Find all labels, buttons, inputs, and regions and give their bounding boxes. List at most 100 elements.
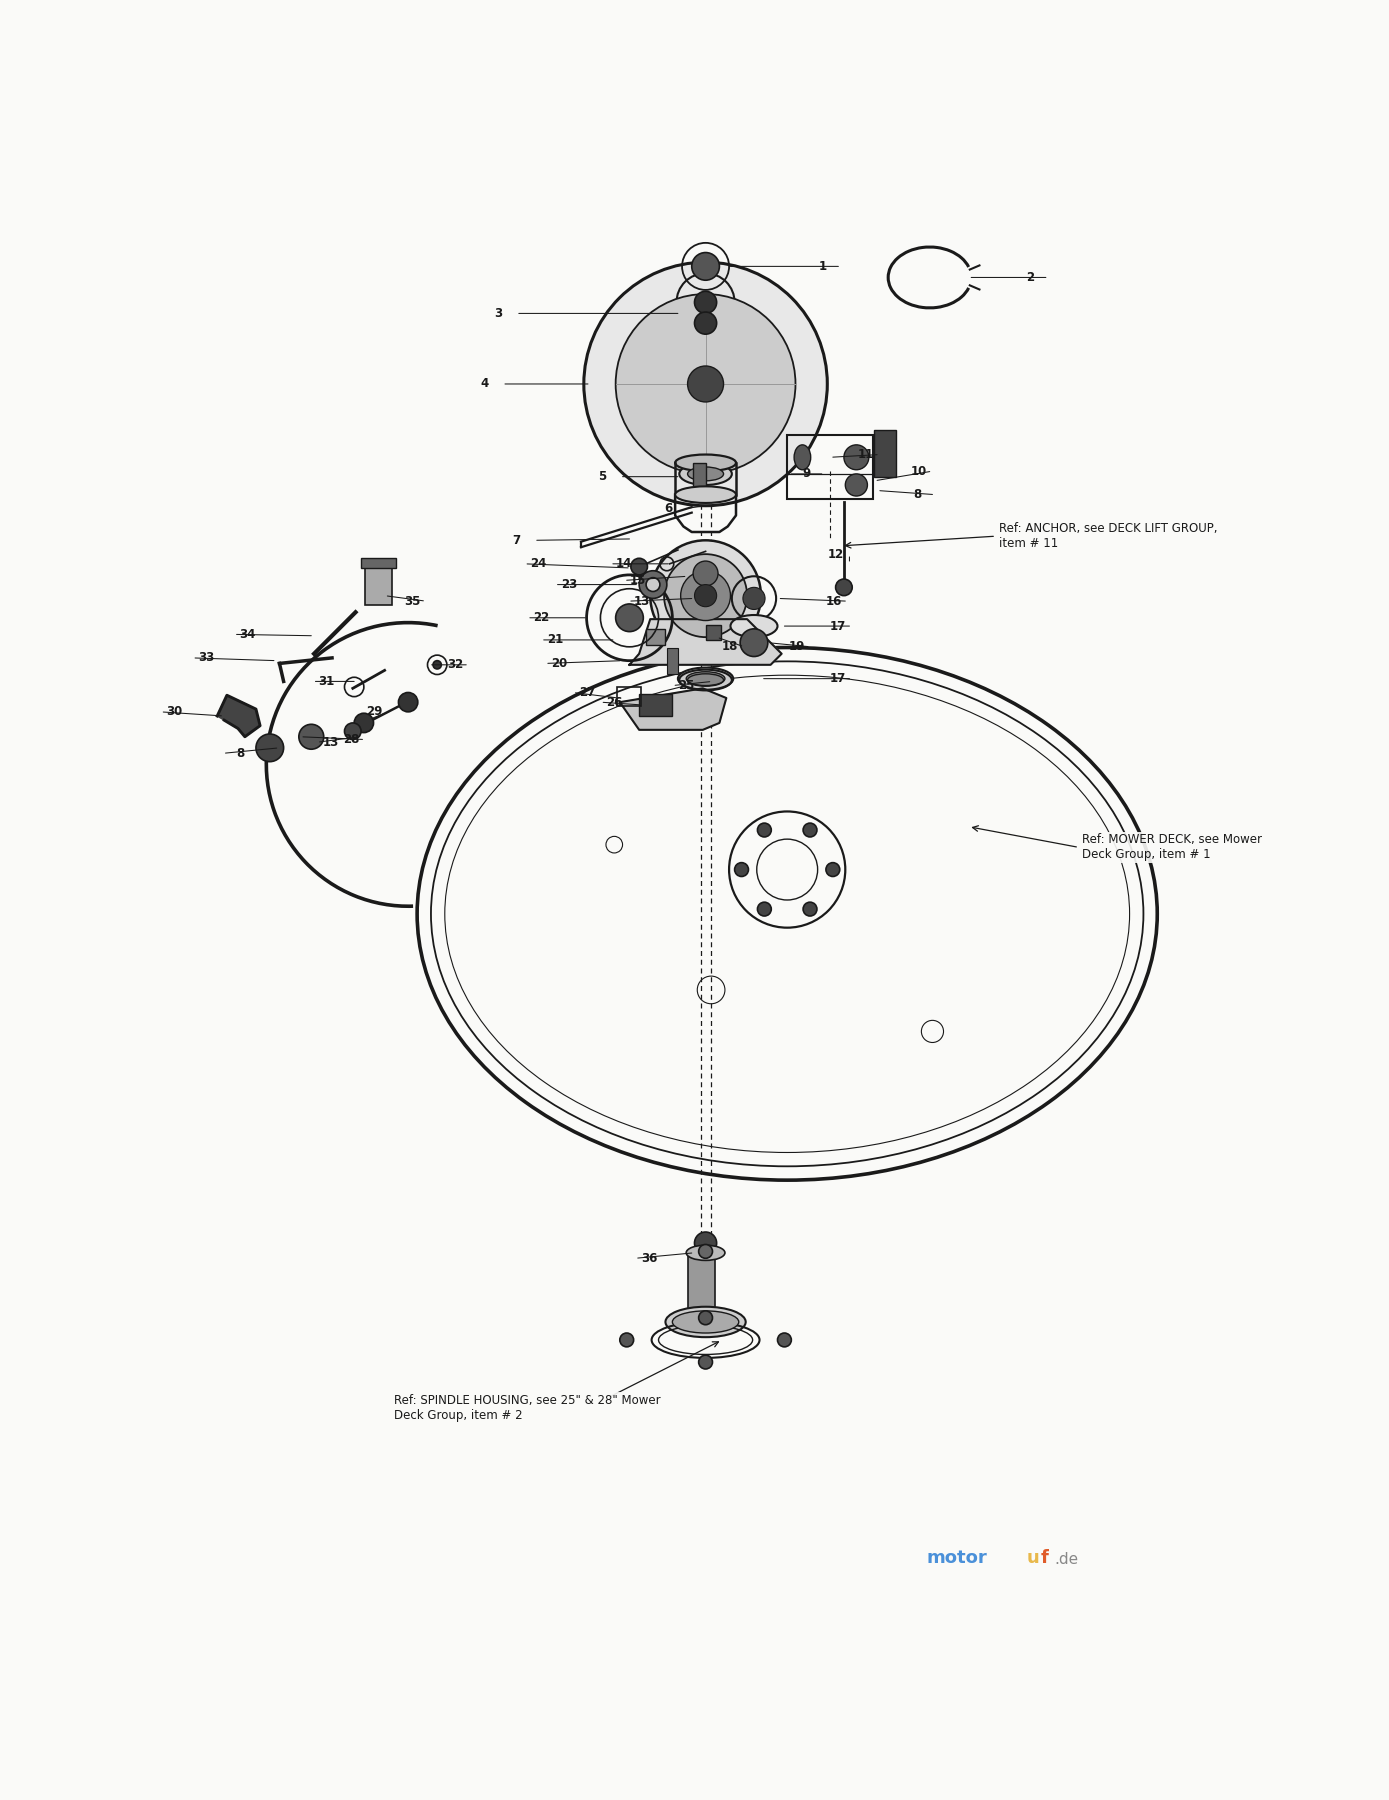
Ellipse shape <box>675 455 736 472</box>
Text: 7: 7 <box>513 535 519 547</box>
Circle shape <box>803 823 817 837</box>
Bar <box>667 648 678 675</box>
Circle shape <box>354 713 374 733</box>
Circle shape <box>615 293 796 473</box>
Bar <box>617 688 640 706</box>
Bar <box>361 558 396 569</box>
Ellipse shape <box>675 486 736 502</box>
Text: 32: 32 <box>447 659 463 671</box>
Text: 2: 2 <box>1026 272 1035 284</box>
Text: 20: 20 <box>551 657 567 670</box>
Ellipse shape <box>795 445 811 470</box>
Circle shape <box>256 734 283 761</box>
Bar <box>646 628 665 646</box>
Text: Ref: SPINDLE HOUSING, see 25" & 28" Mower
Deck Group, item # 2: Ref: SPINDLE HOUSING, see 25" & 28" Mowe… <box>394 1393 661 1422</box>
Circle shape <box>694 1231 717 1255</box>
Text: .de: .de <box>1054 1552 1078 1566</box>
Text: 26: 26 <box>606 695 622 709</box>
Text: 23: 23 <box>561 578 576 590</box>
Text: 1: 1 <box>820 259 826 274</box>
Text: 24: 24 <box>531 558 546 571</box>
Ellipse shape <box>688 466 724 481</box>
Circle shape <box>681 571 731 621</box>
Circle shape <box>694 292 717 313</box>
Circle shape <box>757 902 771 916</box>
Text: 25: 25 <box>678 679 694 691</box>
Text: 15: 15 <box>629 574 646 587</box>
Circle shape <box>433 661 442 670</box>
Bar <box>706 625 721 641</box>
Ellipse shape <box>665 1307 746 1337</box>
Text: 27: 27 <box>579 686 594 698</box>
Text: 17: 17 <box>831 619 846 632</box>
Circle shape <box>692 252 720 281</box>
Circle shape <box>743 587 765 610</box>
Text: 33: 33 <box>199 652 214 664</box>
Text: 11: 11 <box>858 448 874 461</box>
Text: f: f <box>1040 1548 1049 1566</box>
Circle shape <box>619 1334 633 1346</box>
Bar <box>874 430 896 477</box>
Circle shape <box>699 1355 713 1370</box>
Circle shape <box>694 311 717 335</box>
Text: Ref: MOWER DECK, see Mower
Deck Group, item # 1: Ref: MOWER DECK, see Mower Deck Group, i… <box>1082 833 1261 862</box>
Bar <box>693 463 706 495</box>
Text: Ref: ANCHOR, see DECK LIFT GROUP,
item # 11: Ref: ANCHOR, see DECK LIFT GROUP, item #… <box>999 522 1217 551</box>
Circle shape <box>845 445 868 470</box>
Text: 16: 16 <box>826 594 842 608</box>
Circle shape <box>688 365 724 401</box>
Text: 21: 21 <box>547 634 563 646</box>
Circle shape <box>735 862 749 877</box>
Circle shape <box>693 562 718 587</box>
Text: motor: motor <box>926 1548 988 1566</box>
Circle shape <box>846 473 868 497</box>
Circle shape <box>778 1334 792 1346</box>
Circle shape <box>826 862 840 877</box>
Circle shape <box>615 605 643 632</box>
Text: 3: 3 <box>494 308 501 320</box>
Circle shape <box>664 554 747 637</box>
Ellipse shape <box>672 1310 739 1334</box>
Text: 22: 22 <box>533 612 549 625</box>
Polygon shape <box>217 695 260 736</box>
Text: 4: 4 <box>481 378 489 391</box>
Text: 13: 13 <box>322 736 339 749</box>
Circle shape <box>299 724 324 749</box>
Text: 18: 18 <box>722 641 739 653</box>
Circle shape <box>639 571 667 598</box>
Text: 34: 34 <box>239 628 256 641</box>
Ellipse shape <box>678 668 733 689</box>
Circle shape <box>344 724 361 740</box>
Text: 13: 13 <box>633 594 650 608</box>
Text: u: u <box>1026 1548 1039 1566</box>
Circle shape <box>646 578 660 592</box>
Circle shape <box>836 580 853 596</box>
Text: 14: 14 <box>615 558 632 571</box>
Ellipse shape <box>679 463 732 484</box>
Circle shape <box>757 823 771 837</box>
Text: 8: 8 <box>236 747 244 760</box>
Bar <box>788 436 872 499</box>
Text: 36: 36 <box>640 1251 657 1265</box>
Text: 17: 17 <box>831 671 846 686</box>
Bar <box>639 693 672 716</box>
Text: 30: 30 <box>167 706 182 718</box>
Text: 5: 5 <box>597 470 606 482</box>
Circle shape <box>803 902 817 916</box>
Polygon shape <box>629 619 782 664</box>
Text: 29: 29 <box>367 706 383 718</box>
Circle shape <box>699 1310 713 1325</box>
Bar <box>365 565 392 605</box>
Circle shape <box>631 558 647 574</box>
Ellipse shape <box>731 616 778 637</box>
Ellipse shape <box>686 671 725 686</box>
Polygon shape <box>619 688 726 729</box>
Text: 9: 9 <box>803 468 811 481</box>
Text: 6: 6 <box>664 502 672 515</box>
Bar <box>688 1253 715 1319</box>
Text: 28: 28 <box>343 733 360 745</box>
Circle shape <box>650 540 761 652</box>
Text: 31: 31 <box>318 675 335 688</box>
Text: 12: 12 <box>828 547 843 560</box>
Circle shape <box>740 628 768 657</box>
